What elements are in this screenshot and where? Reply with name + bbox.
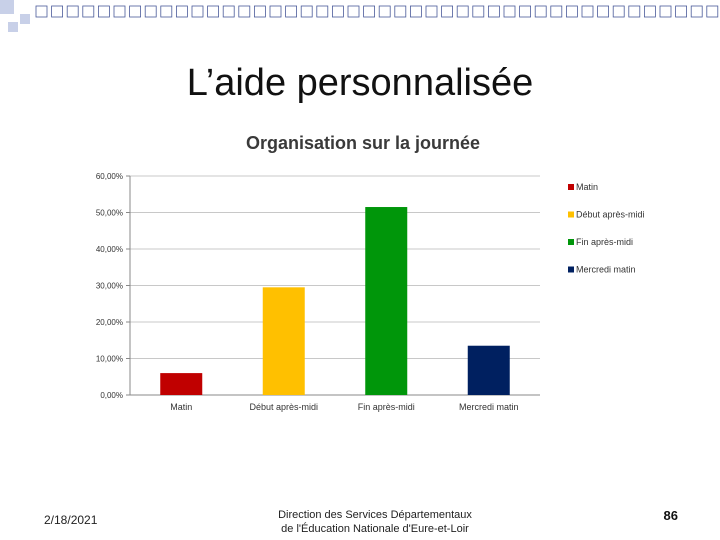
deco-square (144, 5, 157, 18)
deco-square (222, 5, 235, 18)
x-tick-label: Matin (170, 402, 192, 412)
deco-square (331, 5, 344, 18)
deco-square (160, 5, 173, 18)
deco-square (550, 5, 563, 18)
legend-label: Début après-midi (576, 210, 645, 220)
x-tick-label: Fin après-midi (358, 402, 415, 412)
deco-square (82, 5, 95, 18)
y-tick-label: 60,00% (96, 172, 123, 181)
deco-square (706, 5, 719, 18)
deco-square (98, 5, 110, 18)
y-tick-label: 0,00% (100, 391, 123, 400)
deco-square (675, 5, 687, 18)
deco-square (8, 22, 18, 32)
y-tick-label: 40,00% (96, 245, 123, 254)
deco-square (347, 5, 360, 18)
y-tick-label: 50,00% (96, 209, 123, 218)
deco-square (238, 5, 251, 18)
deco-square (581, 5, 594, 18)
deco-square (566, 5, 578, 18)
legend-swatch (568, 184, 574, 190)
deco-square (519, 5, 531, 18)
y-tick-label: 30,00% (96, 282, 123, 291)
deco-square (0, 0, 14, 14)
deco-square (456, 5, 469, 18)
deco-square (175, 5, 188, 18)
deco-square (534, 5, 547, 18)
chart-title: Organisation sur la journée (245, 133, 481, 153)
slide-title: L’aide personnalisée (186, 62, 534, 104)
legend-swatch (568, 239, 574, 245)
y-tick-label: 20,00% (96, 318, 123, 327)
deco-square (191, 5, 204, 18)
bar (467, 345, 510, 395)
deco-square (20, 14, 30, 24)
deco-square (66, 5, 79, 18)
legend-label: Matin (576, 182, 598, 192)
x-tick-label: Début après-midi (249, 402, 318, 412)
deco-square (644, 5, 656, 18)
deco-square (409, 5, 422, 18)
legend-swatch (568, 211, 574, 218)
bar (160, 373, 203, 395)
deco-square (425, 5, 438, 18)
deco-square (129, 5, 142, 18)
deco-square (612, 5, 625, 18)
y-tick-label: 10,00% (96, 355, 123, 364)
deco-square (628, 5, 641, 18)
bar (262, 287, 305, 395)
deco-square (659, 5, 672, 18)
legend-label: Fin après-midi (576, 237, 633, 247)
legend-swatch (568, 266, 574, 273)
deco-square (690, 5, 703, 18)
deco-square (269, 5, 282, 18)
footer-org-line1: Direction des Services Départementaux (278, 509, 472, 521)
deco-square (35, 5, 48, 18)
deco-square (300, 5, 313, 18)
x-tick-label: Mercredi matin (459, 402, 519, 412)
footer-org-line2: de l'Éducation Nationale d'Eure-et-Loir (281, 523, 469, 535)
deco-square (316, 5, 329, 18)
bar (365, 207, 408, 395)
deco-square (472, 5, 485, 18)
deco-square (51, 5, 63, 18)
decorative-squares (0, 0, 719, 32)
deco-square (285, 5, 298, 18)
deco-square (487, 5, 500, 18)
deco-square (503, 5, 516, 18)
deco-square (441, 5, 454, 18)
page-number: 86 (663, 508, 678, 523)
deco-square (363, 5, 376, 18)
deco-square (253, 5, 266, 18)
deco-square (597, 5, 609, 18)
footer-organization: Direction des Services Départementaux de… (230, 508, 520, 536)
footer-date: 2/18/2021 (44, 513, 98, 527)
deco-square (207, 5, 220, 18)
deco-square (394, 5, 407, 18)
deco-square (378, 5, 391, 18)
legend-label: Mercredi matin (576, 265, 636, 275)
deco-square (113, 5, 126, 18)
